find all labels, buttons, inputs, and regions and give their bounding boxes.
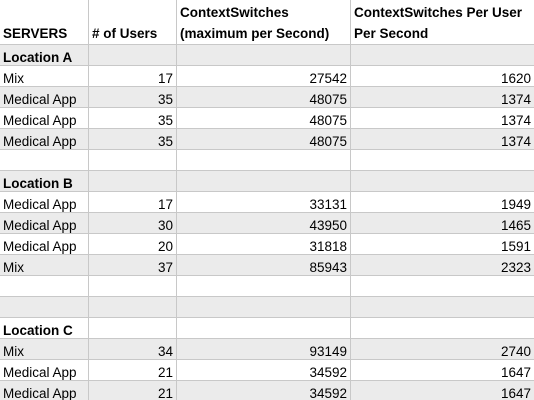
table-row: Medical App 30 43950 1465 [0,213,534,234]
table-row: Medical App 35 48075 1374 [0,108,534,129]
table-row: Medical App 21 34592 1647 [0,360,534,381]
cell-server[interactable]: Medical App [0,213,89,234]
cell-server[interactable]: Medical App [0,381,89,400]
cell-cs-per-user[interactable]: 2323 [351,255,534,276]
cell-users[interactable]: 21 [89,381,177,400]
table-row [0,297,534,318]
cell-cs-max[interactable] [177,318,351,339]
cell-cs-max[interactable] [177,297,351,318]
cell-cs-max[interactable]: 34592 [177,360,351,381]
cell-users[interactable]: 21 [89,360,177,381]
cell-cs-max[interactable]: 48075 [177,108,351,129]
header-servers[interactable]: SERVERS [0,0,89,45]
cell-cs-max[interactable]: 48075 [177,129,351,150]
cell-users[interactable]: 35 [89,129,177,150]
cell-cs-per-user[interactable]: 1949 [351,192,534,213]
cell-cs-per-user[interactable]: 1647 [351,360,534,381]
cell-users[interactable]: 30 [89,213,177,234]
table-row: Location B [0,171,534,192]
table-row: Medical App 21 34592 1647 [0,381,534,400]
table-row [0,276,534,297]
cell-cs-max[interactable] [177,150,351,171]
cell-cs-per-user[interactable]: 2740 [351,339,534,360]
cell-users[interactable] [89,150,177,171]
cell-server[interactable] [0,297,89,318]
cell-cs-max[interactable] [177,276,351,297]
cell-cs-per-user[interactable]: 1374 [351,129,534,150]
cell-cs-per-user[interactable] [351,276,534,297]
cell-cs-per-user[interactable] [351,150,534,171]
cell-cs-max[interactable]: 85943 [177,255,351,276]
cell-cs-per-user[interactable]: 1374 [351,108,534,129]
cell-server[interactable] [0,150,89,171]
cell-server[interactable]: Mix [0,255,89,276]
cell-server[interactable]: Medical App [0,192,89,213]
cell-cs-per-user[interactable] [351,171,534,192]
cell-cs-max[interactable]: 34592 [177,381,351,400]
table-row: Location C [0,318,534,339]
cell-cs-max[interactable]: 31818 [177,234,351,255]
cell-server[interactable]: Location A [0,45,89,66]
cell-server[interactable] [0,276,89,297]
table-row: Medical App 35 48075 1374 [0,129,534,150]
cell-server[interactable]: Location C [0,318,89,339]
cell-cs-per-user[interactable]: 1465 [351,213,534,234]
header-cs-per-user[interactable]: ContextSwitches Per User Per Second [351,0,534,45]
cell-server[interactable]: Medical App [0,87,89,108]
cell-server[interactable]: Medical App [0,360,89,381]
cell-cs-per-user[interactable]: 1647 [351,381,534,400]
table-row: Location A [0,45,534,66]
table-row: Medical App 17 33131 1949 [0,192,534,213]
header-users[interactable]: # of Users [89,0,177,45]
cell-cs-max[interactable]: 93149 [177,339,351,360]
cell-users[interactable]: 34 [89,339,177,360]
cell-cs-per-user[interactable] [351,45,534,66]
cell-cs-max[interactable]: 48075 [177,87,351,108]
cell-users[interactable]: 35 [89,87,177,108]
table-row: Mix 37 85943 2323 [0,255,534,276]
cell-users[interactable] [89,171,177,192]
cell-server[interactable]: Mix [0,66,89,87]
cell-users[interactable] [89,297,177,318]
cell-cs-per-user[interactable] [351,318,534,339]
cell-cs-max[interactable]: 33131 [177,192,351,213]
cell-cs-max[interactable]: 43950 [177,213,351,234]
table-row: Mix 34 93149 2740 [0,339,534,360]
header-row: SERVERS # of Users ContextSwitches (maxi… [0,0,534,45]
cell-users[interactable] [89,318,177,339]
cell-server[interactable]: Mix [0,339,89,360]
cell-users[interactable]: 35 [89,108,177,129]
table-row [0,150,534,171]
cell-users[interactable]: 37 [89,255,177,276]
table-row: Medical App 35 48075 1374 [0,87,534,108]
cell-server[interactable]: Medical App [0,234,89,255]
cell-cs-per-user[interactable]: 1374 [351,87,534,108]
cell-cs-max[interactable] [177,45,351,66]
cell-users[interactable] [89,45,177,66]
cell-cs-per-user[interactable]: 1591 [351,234,534,255]
cell-cs-per-user[interactable] [351,297,534,318]
cell-users[interactable]: 17 [89,192,177,213]
cell-users[interactable] [89,276,177,297]
cell-users[interactable]: 17 [89,66,177,87]
cell-cs-max[interactable]: 27542 [177,66,351,87]
header-cs-max[interactable]: ContextSwitches (maximum per Second) [177,0,351,45]
cell-users[interactable]: 20 [89,234,177,255]
cell-server[interactable]: Medical App [0,129,89,150]
cell-cs-max[interactable] [177,171,351,192]
cell-server[interactable]: Location B [0,171,89,192]
cell-server[interactable]: Medical App [0,108,89,129]
table-row: Medical App 20 31818 1591 [0,234,534,255]
table-row: Mix 17 27542 1620 [0,66,534,87]
cell-cs-per-user[interactable]: 1620 [351,66,534,87]
